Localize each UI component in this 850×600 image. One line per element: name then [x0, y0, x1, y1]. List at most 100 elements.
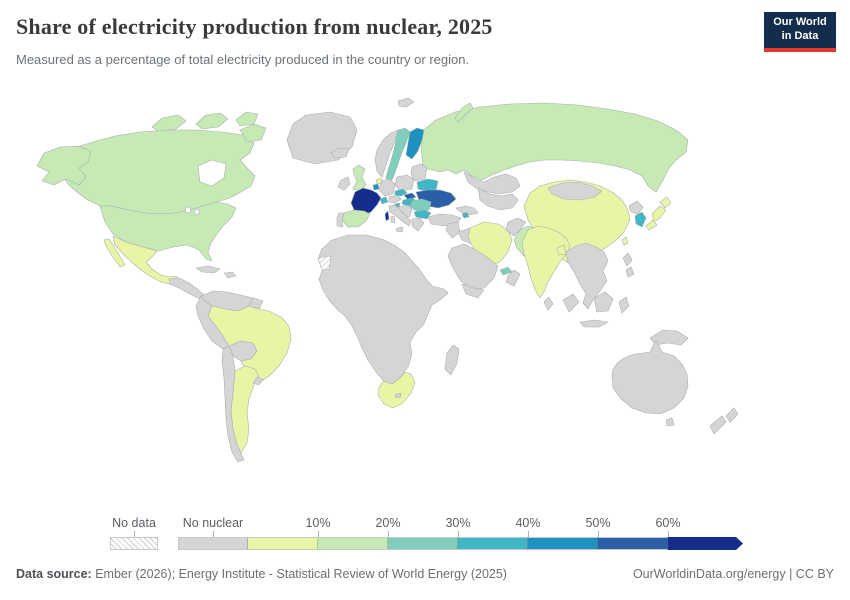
- country-south-africa[interactable]: [377, 371, 416, 409]
- region-southeast-asia[interactable]: [565, 242, 609, 310]
- legend-seg-10-20: [318, 537, 388, 550]
- legend-no-data-label: No data: [112, 516, 156, 530]
- country-poland[interactable]: [394, 174, 415, 192]
- country-norway[interactable]: [374, 129, 399, 178]
- page-title: Share of electricity production from nuc…: [16, 14, 493, 39]
- country-indonesia-java[interactable]: [579, 319, 609, 328]
- country-canada[interactable]: [57, 129, 256, 215]
- region-africa-mainland[interactable]: [317, 234, 449, 385]
- country-mongolia[interactable]: [547, 181, 603, 201]
- country-central-america[interactable]: [168, 277, 205, 300]
- country-france[interactable]: [350, 187, 382, 216]
- country-indonesia-sulawesi[interactable]: [618, 296, 630, 314]
- country-india[interactable]: [521, 225, 571, 299]
- legend-tick: [213, 531, 214, 537]
- country-mexico-baja[interactable]: [103, 238, 126, 268]
- country-indonesia-sumatra[interactable]: [562, 293, 580, 313]
- country-italy-sardinia[interactable]: [390, 215, 396, 224]
- country-italy-sicily[interactable]: [395, 226, 404, 233]
- country-spain[interactable]: [341, 209, 371, 228]
- country-yemen[interactable]: [461, 283, 485, 299]
- legend-seg-20-30: [388, 537, 458, 550]
- legend-tick-label-40: 40%: [515, 516, 541, 530]
- legend-seg-30-40: [458, 537, 528, 550]
- country-slovakia[interactable]: [403, 192, 417, 201]
- owid-link[interactable]: OurWorldinData.org/energy: [632, 567, 786, 581]
- country-new-zealand-south[interactable]: [709, 415, 727, 435]
- country-mexico[interactable]: [112, 235, 182, 286]
- license-link[interactable]: CC BY: [795, 567, 834, 581]
- country-western-sahara[interactable]: [317, 255, 332, 271]
- country-uruguay[interactable]: [252, 376, 264, 386]
- country-north-korea[interactable]: [628, 200, 644, 215]
- legend-no-data-swatch: [110, 537, 158, 550]
- country-canada-arctic[interactable]: [235, 111, 259, 127]
- country-austria[interactable]: [388, 194, 402, 204]
- country-sri-lanka[interactable]: [543, 296, 554, 311]
- country-czechia[interactable]: [394, 188, 408, 197]
- owid-logo-line2: in Data: [781, 30, 819, 42]
- country-romania[interactable]: [409, 198, 432, 213]
- country-sweden[interactable]: [385, 127, 411, 185]
- country-netherlands[interactable]: [375, 177, 383, 185]
- country-australia[interactable]: [611, 339, 689, 415]
- great-lakes: [184, 206, 192, 214]
- owid-logo: Our World in Data: [764, 12, 836, 52]
- legend-tick: [458, 531, 459, 537]
- country-germany[interactable]: [378, 178, 396, 197]
- country-cuba[interactable]: [195, 265, 221, 274]
- country-chile[interactable]: [221, 345, 245, 463]
- legend-tick: [388, 531, 389, 537]
- country-bangladesh[interactable]: [556, 244, 567, 256]
- country-italy[interactable]: [388, 204, 412, 227]
- country-japan-hokkaido[interactable]: [659, 196, 672, 209]
- country-portugal[interactable]: [336, 212, 345, 228]
- legend-tick: [668, 531, 669, 537]
- country-japan-honshu[interactable]: [651, 205, 667, 223]
- country-france-corsica[interactable]: [384, 210, 390, 222]
- country-switzerland[interactable]: [379, 196, 389, 205]
- footer-links: OurWorldinData.org/energy | CC BY: [633, 567, 834, 581]
- country-japan-kyushu[interactable]: [645, 219, 658, 231]
- region-baltics[interactable]: [410, 163, 428, 182]
- country-greece[interactable]: [411, 217, 425, 232]
- country-russia-novaya-zemlya[interactable]: [454, 102, 474, 123]
- country-bulgaria[interactable]: [413, 209, 432, 220]
- country-hispaniola[interactable]: [223, 271, 237, 279]
- country-saudi-arabia[interactable]: [447, 243, 499, 291]
- country-canada-arctic[interactable]: [195, 112, 229, 130]
- hudson-bay: [197, 159, 227, 187]
- country-madagascar[interactable]: [444, 344, 460, 376]
- country-canada-arctic[interactable]: [151, 114, 187, 132]
- country-united-kingdom[interactable]: [352, 164, 367, 192]
- country-belgium[interactable]: [372, 183, 380, 191]
- country-finland[interactable]: [405, 127, 425, 160]
- country-philippines-s[interactable]: [625, 266, 635, 278]
- legend-seg-no-nuclear: [178, 537, 248, 550]
- country-south-korea[interactable]: [634, 211, 647, 228]
- country-lesotho[interactable]: [394, 392, 402, 399]
- region-caucasus[interactable]: [455, 205, 479, 216]
- country-usa-alaska[interactable]: [36, 145, 92, 186]
- legend-tick-label-60: 60%: [655, 516, 681, 530]
- country-svalbard[interactable]: [397, 97, 415, 108]
- region-central-asia[interactable]: [477, 187, 519, 211]
- country-belarus[interactable]: [416, 178, 439, 192]
- country-russia[interactable]: [420, 102, 689, 193]
- data-source-line: Data source: Ember (2026); Energy Instit…: [16, 567, 507, 581]
- country-taiwan[interactable]: [621, 236, 629, 246]
- world-map: [0, 95, 850, 515]
- country-indonesia-borneo[interactable]: [593, 291, 614, 313]
- owid-logo-accent: [764, 48, 836, 52]
- country-philippines[interactable]: [622, 252, 633, 267]
- great-lakes: [194, 209, 200, 215]
- country-oman[interactable]: [505, 269, 521, 287]
- country-new-zealand-north[interactable]: [725, 407, 739, 423]
- country-canada-baffin[interactable]: [239, 123, 267, 143]
- country-tasmania[interactable]: [665, 417, 675, 427]
- country-ireland[interactable]: [337, 176, 351, 191]
- chart-footer: Data source: Ember (2026); Energy Instit…: [16, 567, 834, 581]
- country-armenia[interactable]: [461, 211, 470, 219]
- country-iceland[interactable]: [330, 147, 350, 159]
- region-levant[interactable]: [445, 221, 461, 239]
